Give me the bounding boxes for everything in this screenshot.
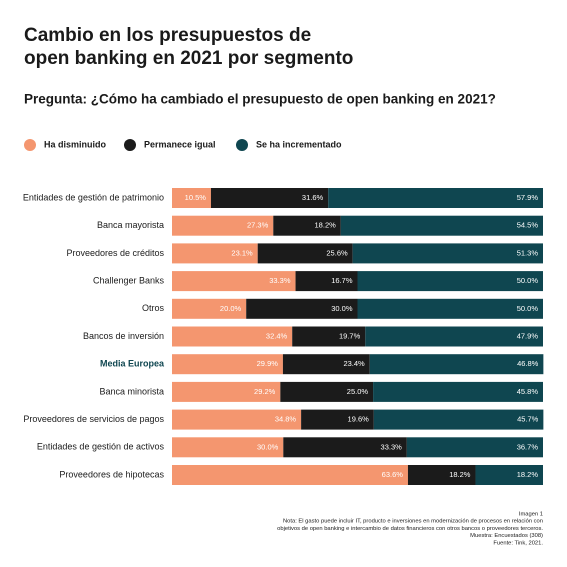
bar-segment	[328, 188, 543, 208]
bar-segment	[340, 215, 543, 236]
value-label: 45.7%	[517, 415, 539, 424]
value-label: 19.6%	[348, 415, 370, 424]
value-label: 19.7%	[339, 331, 361, 340]
bar-segment	[172, 437, 284, 458]
bar-segment	[475, 465, 543, 485]
bar-segment	[407, 465, 476, 485]
value-label: 30.0%	[257, 442, 279, 451]
bar-segment	[172, 188, 211, 208]
category-label: Proveedores de créditos	[66, 248, 164, 258]
category-label: Bancos de inversión	[83, 331, 164, 341]
legend-label: Se ha incrementado	[256, 139, 342, 149]
bar-segment	[301, 409, 374, 430]
bar-segment	[282, 354, 370, 375]
value-label: 18.2%	[315, 221, 337, 230]
category-label: Banca mayorista	[97, 220, 164, 230]
value-label: 50.0%	[517, 304, 539, 313]
footnote: Imagen 1	[519, 512, 543, 518]
footnote: Muestra: Encuestados (308)	[470, 533, 543, 539]
bar-segment	[283, 437, 407, 458]
chart-title: Cambio en los presupuestos de	[24, 25, 311, 46]
value-label: 18.2%	[449, 470, 471, 479]
bar-segment	[172, 326, 293, 347]
value-label: 10.5%	[185, 193, 207, 202]
value-label: 18.2%	[517, 470, 539, 479]
value-label: 33.3%	[381, 442, 403, 451]
bar-segment	[295, 271, 358, 292]
bar-segment	[365, 326, 543, 347]
legend-label: Ha disminuido	[44, 139, 107, 149]
value-label: 34.8%	[275, 415, 297, 424]
bar-segment	[172, 354, 283, 375]
bar-segment	[172, 243, 258, 264]
value-label: 16.7%	[331, 276, 353, 285]
footnote: objetivos de open banking e intercambio …	[277, 526, 543, 532]
category-label: Challenger Banks	[93, 275, 165, 285]
bar-segment	[373, 409, 544, 430]
value-label: 29.9%	[257, 359, 279, 368]
category-label: Entidades de gestión de activos	[37, 442, 165, 452]
footnote: Nota: El gasto puede incluir IT, product…	[283, 519, 543, 525]
value-label: 25.0%	[347, 387, 369, 396]
category-label: Proveedores de hipotecas	[59, 469, 164, 479]
value-label: 51.3%	[517, 248, 539, 257]
legend-swatch	[24, 139, 36, 151]
value-label: 30.0%	[331, 304, 353, 313]
bar-segment	[373, 381, 543, 402]
chart-subtitle: Pregunta: ¿Cómo ha cambiado el presupues…	[24, 92, 496, 107]
value-label: 45.8%	[517, 387, 539, 396]
value-label: 46.8%	[517, 359, 539, 368]
bar-segment	[280, 381, 374, 402]
legend-swatch	[124, 139, 136, 151]
bar-segment	[172, 215, 274, 236]
bar-segment	[172, 465, 408, 485]
value-label: 25.6%	[326, 248, 348, 257]
value-label: 32.4%	[266, 331, 288, 340]
value-label: 47.9%	[517, 331, 539, 340]
value-label: 50.0%	[517, 276, 539, 285]
value-label: 57.9%	[517, 193, 539, 202]
bar-segment	[406, 437, 543, 458]
value-label: 36.7%	[517, 442, 539, 451]
value-label: 23.4%	[343, 359, 365, 368]
value-label: 27.3%	[247, 221, 269, 230]
bar-segment	[273, 215, 341, 236]
chart-title: open banking en 2021 por segmento	[24, 48, 353, 69]
bar-segment	[357, 271, 543, 292]
value-label: 31.6%	[302, 193, 324, 202]
bar-segment	[357, 298, 543, 319]
bar-segment	[172, 409, 302, 430]
category-label: Media Europea	[100, 359, 165, 369]
footnote: Fuente: Tink, 2021.	[493, 540, 543, 546]
bar-segment	[292, 326, 366, 347]
value-label: 33.3%	[269, 276, 291, 285]
value-label: 63.6%	[382, 470, 404, 479]
value-label: 20.0%	[220, 304, 242, 313]
legend-swatch	[236, 139, 248, 151]
category-label: Banca minorista	[99, 386, 164, 396]
legend-label: Permanece igual	[144, 139, 216, 149]
category-label: Entidades de gestión de patrimonio	[23, 192, 164, 202]
bar-segment	[172, 271, 296, 292]
bar-segment	[369, 354, 544, 375]
bar-segment	[210, 188, 329, 208]
bar-segment	[257, 243, 353, 264]
bar-segment	[172, 298, 247, 319]
category-label: Otros	[142, 303, 165, 313]
value-label: 23.1%	[231, 248, 253, 257]
value-label: 29.2%	[254, 387, 276, 396]
category-label: Proveedores de servicios de pagos	[23, 414, 164, 424]
bar-segment	[246, 298, 358, 319]
bar-segment	[172, 381, 281, 402]
bar-segment	[352, 243, 543, 264]
value-label: 54.5%	[517, 221, 539, 230]
